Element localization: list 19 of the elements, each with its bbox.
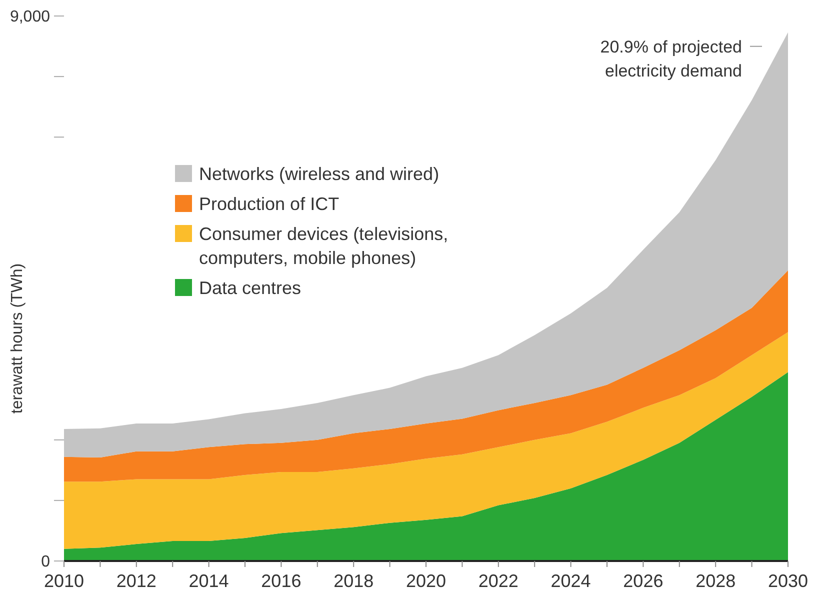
x-tick-label: 2030 bbox=[768, 571, 808, 591]
annotation: 20.9% of projected electricity demand bbox=[600, 37, 742, 80]
x-tick-label: 2026 bbox=[623, 571, 664, 591]
legend-label: Networks (wireless and wired) bbox=[199, 164, 440, 184]
x-tick-label: 2012 bbox=[116, 571, 156, 591]
y-axis-title: terawatt hours (TWh) bbox=[9, 263, 26, 414]
x-tick-label: 2014 bbox=[188, 571, 229, 591]
legend-label: Consumer devices (televisions, computers, mobile phones) bbox=[199, 224, 448, 268]
x-tick-label: 2028 bbox=[696, 571, 736, 591]
legend-label: Data centres bbox=[199, 278, 302, 298]
x-tick-label: 2018 bbox=[334, 571, 374, 591]
y-tick-label: 0 bbox=[41, 554, 50, 571]
x-tick-label: 2022 bbox=[478, 571, 518, 591]
y-tick-label: 9,000 bbox=[10, 8, 50, 26]
x-tick-label: 2020 bbox=[406, 571, 446, 591]
x-tick-label: 2024 bbox=[550, 571, 591, 591]
legend-label: Production of ICT bbox=[199, 194, 340, 214]
x-tick-label: 2010 bbox=[44, 571, 84, 591]
x-tick-label: 2016 bbox=[261, 571, 302, 591]
